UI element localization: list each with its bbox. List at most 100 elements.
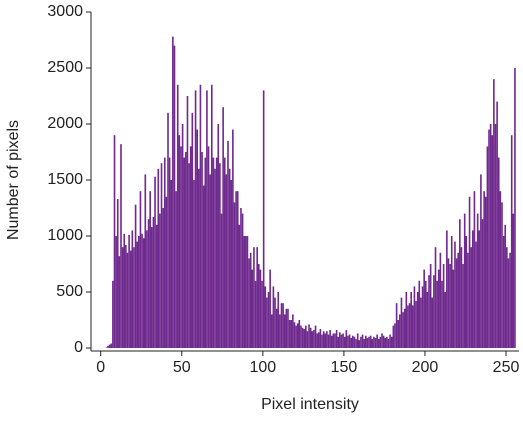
bar: [191, 112, 194, 348]
x-tick-label: 150: [331, 359, 358, 376]
bar: [264, 286, 267, 348]
bar: [292, 314, 294, 348]
bar: [447, 258, 450, 348]
y-tick-label: 2500: [47, 59, 83, 76]
bar: [489, 124, 492, 348]
bar: [343, 336, 346, 348]
bar: [379, 336, 382, 348]
bar: [446, 230, 448, 348]
bar: [141, 233, 143, 348]
bar: [149, 191, 151, 348]
bar: [340, 334, 343, 348]
bar: [504, 224, 507, 348]
bar: [131, 230, 134, 348]
bar: [342, 333, 344, 348]
bar: [176, 84, 179, 349]
bar: [426, 292, 429, 348]
bar: [277, 292, 280, 348]
bar: [392, 325, 395, 348]
bar: [249, 252, 252, 348]
bar: [332, 333, 335, 348]
bar: [327, 334, 330, 348]
bar: [360, 336, 362, 348]
bar: [496, 101, 498, 348]
bar: [120, 144, 122, 348]
bar: [287, 308, 289, 348]
bar: [356, 333, 359, 348]
bar: [491, 135, 494, 348]
bar: [129, 250, 132, 348]
bar: [494, 124, 497, 348]
x-tick-label: 100: [249, 359, 276, 376]
bar: [470, 247, 472, 348]
bar: [270, 314, 273, 348]
y-tick-label: 3000: [47, 3, 83, 20]
bar: [301, 327, 304, 348]
bar: [501, 202, 503, 348]
bar: [133, 247, 135, 348]
bar: [454, 241, 456, 348]
bar: [420, 297, 422, 348]
bar: [428, 275, 430, 348]
bar: [170, 180, 173, 348]
bar: [188, 163, 190, 348]
bar: [172, 36, 174, 348]
bar: [105, 347, 108, 348]
bar: [210, 84, 213, 349]
bar: [107, 345, 109, 348]
bar: [512, 213, 515, 348]
bar: [219, 163, 221, 348]
bar: [303, 328, 305, 348]
bar: [157, 168, 160, 348]
bar: [186, 96, 189, 348]
bar: [475, 241, 477, 348]
bar: [279, 314, 281, 348]
bar: [144, 174, 147, 348]
bar: [514, 68, 516, 348]
bar: [347, 335, 349, 348]
bar: [507, 258, 510, 348]
bar: [413, 286, 416, 348]
bar: [194, 90, 197, 349]
bar: [183, 157, 186, 348]
bar: [381, 333, 383, 348]
bar: [227, 140, 229, 348]
bar: [407, 305, 409, 348]
bar: [309, 327, 312, 348]
bar: [499, 191, 502, 348]
bar: [288, 320, 291, 348]
bar: [220, 213, 223, 348]
x-tick-label: 200: [412, 359, 439, 376]
bar: [206, 90, 208, 349]
bar: [241, 213, 244, 348]
bar: [465, 236, 468, 348]
bar: [374, 337, 377, 348]
bar: [232, 129, 234, 348]
y-tick-label: 2000: [47, 115, 83, 132]
bar: [416, 292, 419, 348]
bar: [405, 292, 408, 348]
bar: [280, 303, 283, 348]
bar: [236, 191, 239, 348]
bar: [112, 280, 114, 348]
bar: [394, 323, 396, 348]
bar: [450, 236, 453, 348]
bar: [399, 314, 401, 348]
x-tick-label: 50: [173, 359, 191, 376]
bar: [476, 213, 479, 348]
bar: [272, 286, 275, 348]
bar: [110, 343, 113, 348]
bar: [163, 157, 166, 348]
bar: [154, 176, 156, 348]
bar: [484, 196, 487, 348]
bar: [155, 224, 158, 348]
bar: [121, 247, 124, 348]
bar: [295, 325, 297, 348]
bar: [193, 180, 195, 348]
bar: [261, 280, 263, 348]
bar: [384, 337, 387, 348]
bar: [180, 146, 182, 348]
bar: [410, 292, 412, 348]
bar: [225, 174, 228, 348]
